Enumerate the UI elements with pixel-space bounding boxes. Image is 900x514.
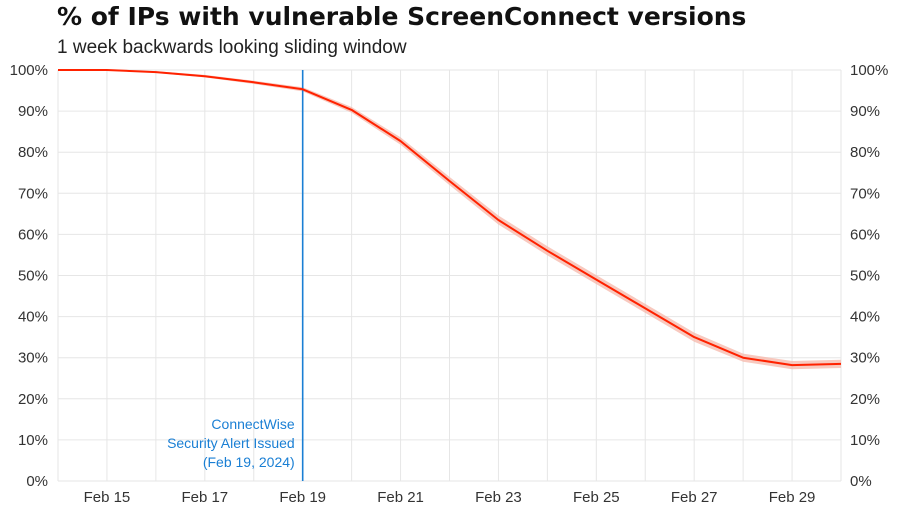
y-axis-left: 0% 10% 20% 30% 40% 50% 60% 70% 80% 90% 100% (10, 62, 48, 490)
annotation-layer: ConnectWise Security Alert Issued (Feb 19,… (167, 70, 304, 481)
x-tick-label: Feb 15 (84, 489, 131, 506)
y-tick-label-right: 10% (850, 432, 880, 449)
x-tick-label: Feb 23 (475, 489, 522, 506)
y-tick-label-left: 20% (18, 391, 48, 408)
y-tick-label-right: 40% (850, 309, 880, 326)
y-tick-label-left: 50% (18, 268, 48, 285)
y-tick-label-left: 80% (18, 144, 48, 161)
x-tick-label: Feb 27 (671, 489, 718, 506)
series-line (58, 69, 842, 367)
y-tick-label-right: 80% (850, 144, 880, 161)
x-tick-label: Feb 17 (181, 489, 228, 506)
y-tick-label-right: 30% (850, 350, 880, 367)
series-layer (58, 69, 842, 367)
y-tick-label-left: 40% (18, 309, 48, 326)
annotation-text-line: ConnectWise (211, 416, 294, 432)
y-tick-label-left: 60% (18, 226, 48, 243)
x-tick-label: Feb 21 (377, 489, 424, 506)
grid (57, 69, 842, 482)
y-tick-label-right: 50% (850, 268, 880, 285)
y-tick-label-left: 70% (18, 185, 48, 202)
annotation-text-line: Security Alert Issued (167, 435, 295, 451)
annotation-text-line: (Feb 19, 2024) (203, 454, 295, 470)
chart-subtitle: 1 week backwards looking sliding window (57, 37, 407, 58)
y-tick-label-right: 90% (850, 103, 880, 120)
x-tick-label: Feb 29 (769, 489, 816, 506)
y-tick-label-left: 30% (18, 350, 48, 367)
x-tick-label: Feb 25 (573, 489, 620, 506)
y-tick-label-left: 0% (26, 473, 48, 490)
y-axis-right: 0% 10% 20% 30% 40% 50% 60% 70% 80% 90% 100% (850, 62, 888, 490)
y-tick-label-left: 10% (18, 432, 48, 449)
x-axis: Feb 15 Feb 17 Feb 19 Feb 21 Feb 23 Feb 25 Feb … (84, 489, 816, 506)
y-tick-label-right: 20% (850, 391, 880, 408)
y-tick-label-right: 100% (850, 62, 888, 79)
y-tick-label-right: 60% (850, 226, 880, 243)
y-tick-label-left: 100% (10, 62, 48, 79)
x-tick-label: Feb 19 (279, 489, 326, 506)
y-tick-label-right: 0% (850, 473, 872, 490)
y-tick-label-right: 70% (850, 185, 880, 202)
y-tick-label-left: 90% (18, 103, 48, 120)
chart-title: % of IPs with vulnerable ScreenConnect v… (57, 2, 747, 31)
